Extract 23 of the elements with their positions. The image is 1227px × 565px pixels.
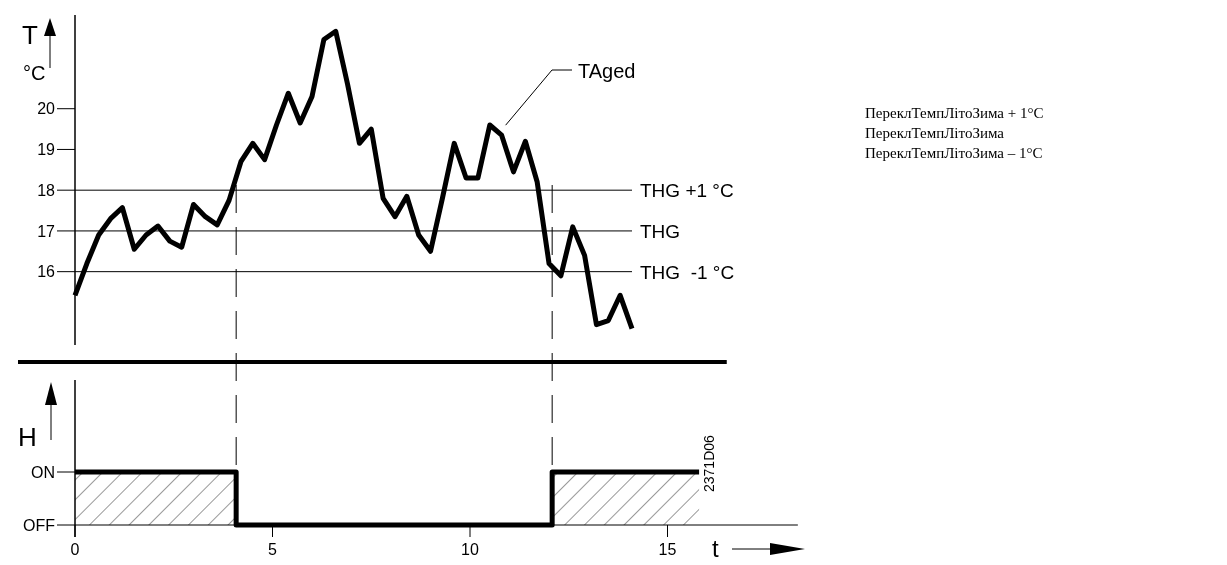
ref-line-label: THG -1 °C (640, 261, 735, 283)
x-tick-label: 0 (70, 541, 80, 558)
ref-line-label: THG +1 °C (640, 180, 734, 202)
y-tick-label: 17 (37, 222, 56, 240)
y-tick-label: 19 (37, 141, 56, 159)
ref-line-label: THG (640, 220, 681, 242)
x-tick-label: 5 (268, 541, 278, 558)
y-axis-title: H (18, 422, 37, 452)
x-axis-title: t (712, 535, 719, 562)
annotation: 2371D06 (701, 434, 717, 492)
text: ON (31, 463, 55, 481)
x-tick-label: 10 (461, 541, 479, 558)
text: ПереклТемпЛітоЗима (865, 125, 1005, 141)
text: °C (23, 62, 46, 84)
y-axis-title: T (22, 20, 38, 50)
y-tick-label: 16 (37, 263, 56, 281)
text: ПереклТемпЛітоЗима – 1°C (865, 145, 1043, 161)
y-tick-label: 20 (37, 100, 56, 118)
legend-label: TAged (578, 60, 636, 82)
text: OFF (23, 516, 56, 534)
y-tick-label: 18 (37, 181, 56, 199)
x-tick-label: 15 (658, 541, 677, 558)
text: ПереклТемпЛітоЗима + 1°C (865, 105, 1044, 121)
